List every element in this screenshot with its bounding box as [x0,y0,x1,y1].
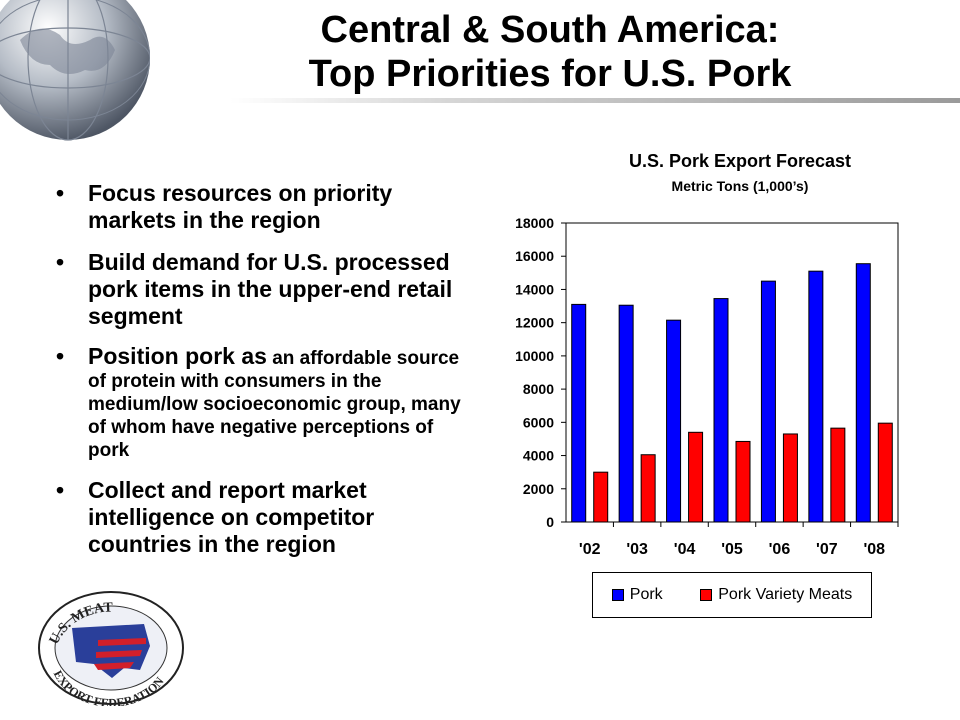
plot-area [565,222,899,523]
bar-pork-variety-meats [735,440,751,523]
x-tick-label: '03 [626,541,648,558]
bar-pork [760,280,776,523]
x-tick-label: '06 [769,541,791,558]
y-tick-label: 14000 [515,281,554,297]
bullet-item: • Position pork as an affordable source … [56,345,476,462]
bullet-text: Focus resources on priority markets in t… [88,180,393,233]
y-tick-label: 4000 [523,448,554,464]
legend-label-pork: Pork [629,586,663,603]
slide-title-line-2: Top Priorities for U.S. Pork [308,53,792,95]
bar-chart: 0 2000 4000 6000 8000 10000 12000 14000 16000 180… [515,215,899,558]
y-tick-label: 0 [546,514,554,530]
chart-title: U.S. Pork Export Forecast [628,151,852,171]
x-tick-label: '07 [816,541,838,558]
x-tick-label: '04 [674,541,696,558]
bullet-dot: • [56,180,65,206]
legend-item-pork-variety-meats: Pork Variety Meats [700,586,852,604]
chart-subtitle: Metric Tons (1,000’s) [671,178,809,194]
bar-pork [618,304,634,523]
header-rule [230,98,960,103]
bar-pork-variety-meats [830,427,846,523]
bullet-text: Collect and report market intelligence o… [88,477,375,557]
bullet-list: • Focus resources on priority markets in… [56,180,476,573]
bar-pork-variety-meats [688,431,704,523]
bar-pork-variety-meats [877,422,893,523]
legend-swatch-pork [611,589,624,601]
y-tick-label: 16000 [515,248,554,264]
bullet-item: • Build demand for U.S. processed pork i… [56,249,476,330]
y-tick-label: 10000 [515,348,554,364]
legend-swatch-pork-variety-meats [700,589,713,601]
legend-label-pork-variety-meats: Pork Variety Meats [718,586,853,603]
bar-pork [855,263,871,523]
y-tick-label: 6000 [523,414,554,430]
globe-icon [0,0,150,141]
usmef-logo: U.S. MEAT EXPORT FEDERATION [38,591,184,706]
bar-pork-variety-meats [640,454,656,523]
slide-title: Central & South America: Top Priorities … [190,8,910,96]
bar-pork-variety-meats [782,433,798,523]
bullet-text: Build demand for U.S. processed pork ite… [88,249,453,329]
chart-legend: Pork Pork Variety Meats [592,572,872,618]
y-tick-label: 2000 [523,481,554,497]
x-tick-label: '08 [863,541,885,558]
bullet-dot: • [56,249,65,275]
slide-title-line-1: Central & South America: [320,9,780,51]
y-tick-label: 18000 [515,215,554,231]
x-tick-label: '05 [721,541,743,558]
bar-pork [808,270,824,523]
bar-pork [713,298,729,523]
bullet-lead-text: Position pork as [88,343,267,369]
bullet-text: an affordable source of protein with con… [88,348,461,461]
bullet-dot: • [56,477,65,503]
bar-pork [666,319,682,523]
y-tick-label: 12000 [515,315,554,331]
x-tick-label: '02 [579,541,601,558]
y-tick-label: 8000 [523,381,554,397]
bar-pork [571,303,587,523]
legend-item-pork: Pork [611,586,663,604]
bullet-item: • Collect and report market intelligence… [56,477,476,558]
bullet-dot: • [56,343,65,369]
bar-pork-variety-meats [593,471,609,523]
bullet-item: • Focus resources on priority markets in… [56,180,476,234]
